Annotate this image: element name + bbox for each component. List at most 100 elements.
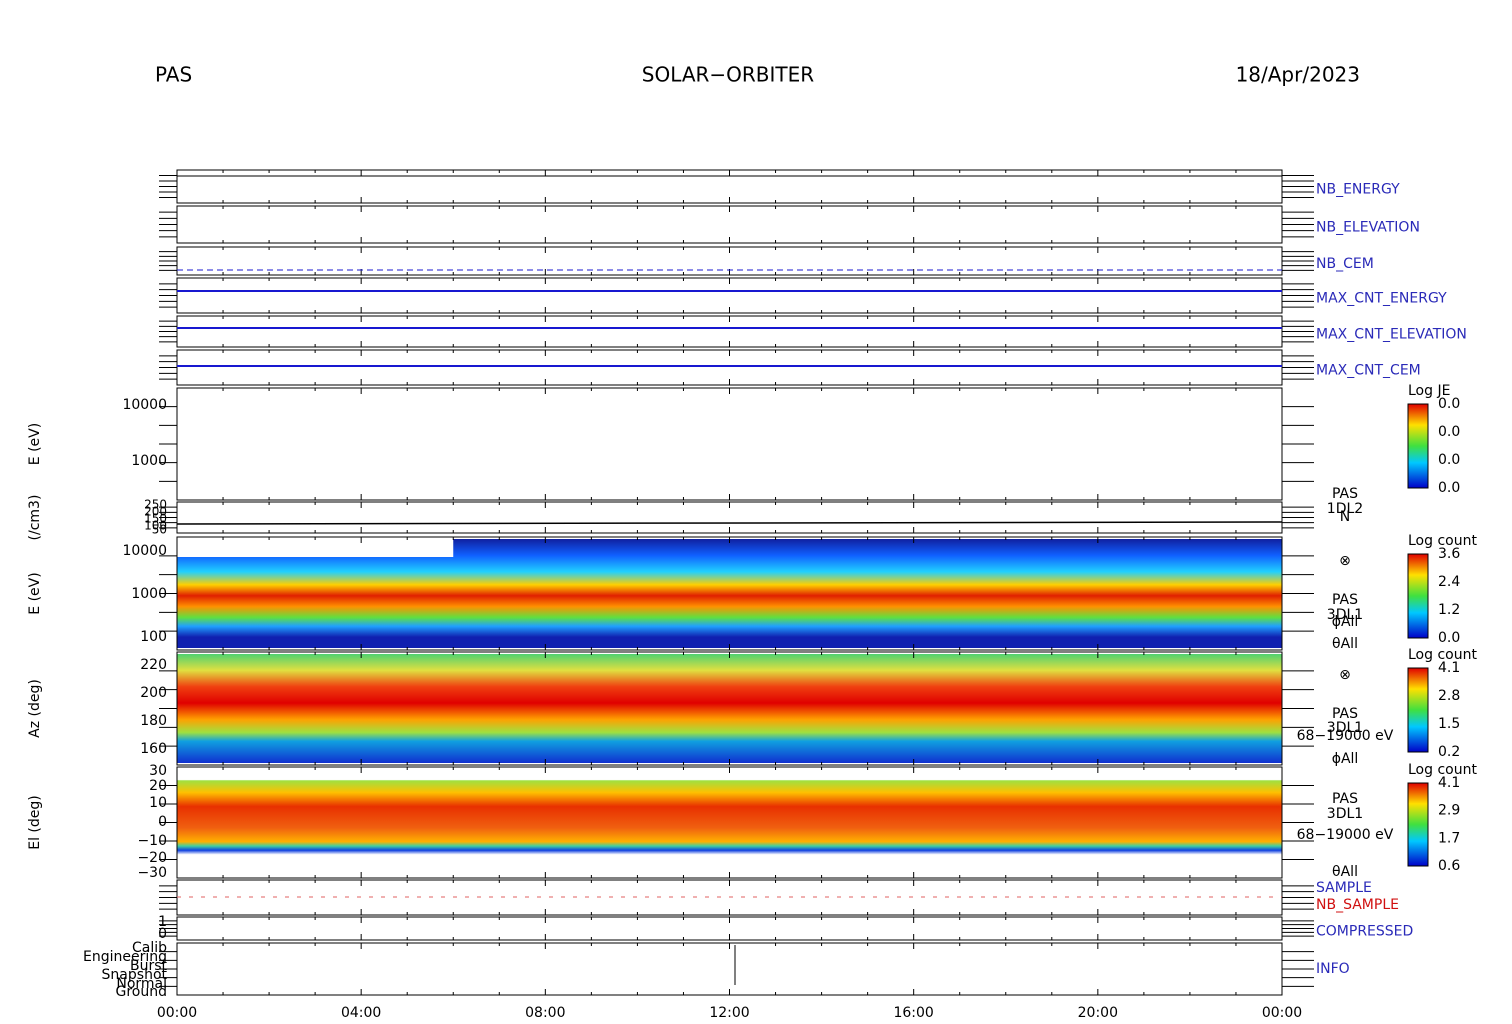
y-tick-label: Snapshot — [102, 967, 168, 983]
colorbar-title: Log JE — [1408, 383, 1450, 399]
panel-label: SAMPLE — [1316, 880, 1372, 896]
panel-label: MAX_CNT_CEM — [1316, 363, 1421, 379]
y-axis-label: El (deg) — [27, 795, 43, 850]
y-tick-label: 180 — [140, 713, 167, 729]
x-tick-label: 12:00 — [709, 1005, 749, 1020]
side-label: 3DL1 — [1327, 806, 1363, 822]
side-label: ⊗ — [1339, 553, 1351, 569]
y-tick-label: 10000 — [122, 543, 167, 559]
colorbar-title: Log count — [1408, 533, 1477, 549]
y-tick-label: −20 — [137, 850, 167, 866]
panel-label: MAX_CNT_ENERGY — [1316, 291, 1447, 307]
y-tick-label: −10 — [137, 833, 167, 849]
colorbar — [1407, 403, 1429, 489]
y-tick-label: Engineering — [83, 949, 167, 965]
header-center: SOLAR−ORBITER — [642, 63, 814, 87]
panel-label: MAX_CNT_ELEVATION — [1316, 327, 1467, 343]
side-label: ϕAll — [1332, 751, 1359, 767]
y-tick-label: 30 — [149, 763, 167, 779]
y-axis-label: (/cm3) — [27, 495, 43, 541]
colorbar — [1407, 553, 1429, 639]
colorbar-tick-label: 0.2 — [1438, 744, 1460, 760]
spectrogram — [177, 654, 1282, 763]
x-tick-label: 16:00 — [893, 1005, 933, 1020]
side-label: PAS — [1332, 592, 1358, 608]
y-tick-label: Ground — [116, 984, 168, 1000]
y-tick-label: 150 — [144, 512, 167, 526]
panel-label: NB_ELEVATION — [1316, 220, 1420, 236]
y-tick-label: 20 — [149, 778, 167, 794]
y-tick-label: 1000 — [131, 586, 167, 602]
y-tick-label: Burst — [130, 958, 168, 974]
header-left: PAS — [155, 63, 192, 87]
header-right: 18/Apr/2023 — [1236, 63, 1360, 87]
side-label: N — [1340, 509, 1350, 525]
y-tick-label: 0 — [158, 926, 167, 942]
trace — [176, 521, 1283, 525]
side-label: θAll — [1332, 864, 1358, 880]
y-tick-label: Normal — [116, 976, 167, 992]
spectrogram — [177, 539, 1282, 648]
side-label: 3DL1 — [1327, 720, 1363, 736]
panel-frame — [176, 387, 1283, 501]
panel-label: NB_SAMPLE — [1316, 897, 1399, 913]
colorbar-tick-label: 4.1 — [1438, 660, 1460, 676]
y-tick-label: 1000 — [131, 453, 167, 469]
y-tick-label: 0 — [158, 814, 167, 830]
colorbar — [1407, 667, 1429, 753]
y-axis-label: E (eV) — [27, 572, 43, 614]
side-label: ϕAll — [1332, 614, 1359, 630]
y-tick-label: 10 — [149, 795, 167, 811]
panel-label: NB_ENERGY — [1316, 182, 1400, 198]
side-label: PAS — [1332, 791, 1358, 807]
x-tick-label: 04:00 — [341, 1005, 381, 1020]
colorbar-tick-label: 0.0 — [1438, 452, 1460, 468]
y-tick-label: 220 — [140, 657, 167, 673]
colorbar-tick-label: 1.5 — [1438, 716, 1460, 732]
x-tick-label: 08:00 — [525, 1005, 565, 1020]
side-label: 68−19000 eV — [1297, 728, 1394, 744]
side-label: 3DL1 — [1327, 607, 1363, 623]
colorbar-tick-label: 0.0 — [1438, 396, 1460, 412]
side-label: 1DL2 — [1327, 501, 1363, 517]
x-tick-label: 20:00 — [1078, 1005, 1118, 1020]
y-tick-label: 100 — [140, 629, 167, 645]
side-label: ⊗ — [1339, 667, 1351, 683]
side-label: PAS — [1332, 486, 1358, 502]
empty-region — [177, 539, 454, 557]
y-tick-label: 1 — [158, 914, 167, 930]
colorbar-tick-label: 0.0 — [1438, 630, 1460, 646]
colorbar-title: Log count — [1408, 762, 1477, 778]
colorbar-tick-label: 1.2 — [1438, 602, 1460, 618]
colorbar-tick-label: 0.6 — [1438, 858, 1460, 874]
colorbar-title: Log count — [1408, 647, 1477, 663]
y-tick-label: −30 — [137, 865, 167, 881]
colorbar-tick-label: 1.7 — [1438, 830, 1460, 846]
y-tick-label: 100 — [144, 519, 167, 533]
x-tick-label: 00:00 — [1262, 1005, 1302, 1020]
y-tick-label: 10000 — [122, 397, 167, 413]
y-tick-label: 250 — [144, 498, 167, 512]
y-tick-label: Calib — [132, 940, 167, 956]
y-tick-label: 50 — [152, 523, 167, 537]
colorbar-tick-label: 2.8 — [1438, 688, 1460, 704]
side-label: PAS — [1332, 706, 1358, 722]
x-tick-label: 00:00 — [157, 1005, 197, 1020]
panel-label: INFO — [1316, 961, 1350, 977]
colorbar-tick-label: 0.0 — [1438, 480, 1460, 496]
colorbar-tick-label: 4.1 — [1438, 775, 1460, 791]
y-axis-label: E (eV) — [27, 423, 43, 465]
panel-frame — [176, 942, 1283, 996]
spectrogram — [177, 769, 1282, 876]
panel-label: NB_CEM — [1316, 256, 1374, 272]
colorbar-tick-label: 3.6 — [1438, 546, 1460, 562]
colorbar-tick-label: 0.0 — [1438, 424, 1460, 440]
colorbar — [1407, 782, 1429, 867]
side-label: θAll — [1332, 636, 1358, 652]
colorbar-tick-label: 2.4 — [1438, 574, 1460, 590]
y-tick-label: 200 — [144, 505, 167, 519]
y-tick-label: 200 — [140, 685, 167, 701]
y-tick-label: 160 — [140, 741, 167, 757]
side-label: 68−19000 eV — [1297, 827, 1394, 843]
